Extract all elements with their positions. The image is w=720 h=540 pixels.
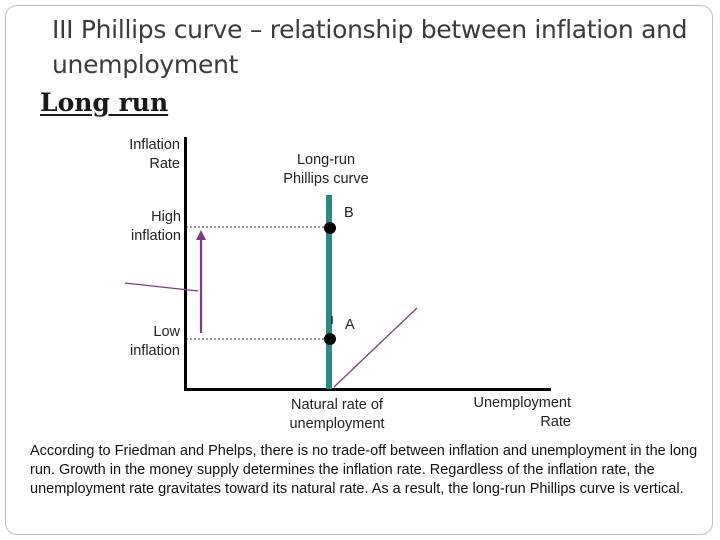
x-axis-label-line1: Unemployment: [473, 395, 571, 411]
curve-label: Long-run Phillips curve: [266, 151, 386, 189]
x-axis-label: Unemployment Rate: [450, 394, 571, 432]
natural-rate-line2: unemployment: [289, 416, 385, 432]
short-run-curve-left: [124, 282, 199, 292]
high-label-line2: inflation: [131, 228, 181, 244]
curve-label-line2: Phillips curve: [283, 171, 369, 187]
low-label-line2: inflation: [130, 343, 180, 359]
high-inflation-label: High inflation: [100, 208, 181, 246]
high-label-line1: High: [151, 209, 181, 225]
arrow-head: [196, 230, 206, 240]
curve-label-line1: Long-run: [296, 152, 356, 168]
low-label-line1: Low: [153, 324, 180, 340]
point-b-label: B: [344, 205, 354, 221]
point-a: [324, 333, 336, 345]
slide-title: III Phillips curve – relationship betwee…: [52, 15, 688, 79]
short-run-curve-right: [333, 307, 418, 388]
slide-caption: According to Friedman and Phelps, there …: [30, 443, 698, 497]
point-a-label: A: [345, 317, 355, 333]
slide-frame: [5, 5, 713, 535]
natural-rate-line1: Natural rate of: [291, 397, 383, 413]
y-axis-label-line2: Rate: [149, 156, 180, 172]
natural-rate-label: Natural rate of unemployment: [272, 396, 402, 434]
low-inflation-label: Low inflation: [100, 323, 180, 361]
slide-subtitle: Long run: [40, 88, 169, 117]
y-axis-label: Inflation Rate: [100, 136, 180, 174]
y-axis-label-line1: Inflation: [129, 137, 180, 153]
x-axis-label-line2: Rate: [540, 414, 571, 430]
point-b: [324, 222, 336, 234]
